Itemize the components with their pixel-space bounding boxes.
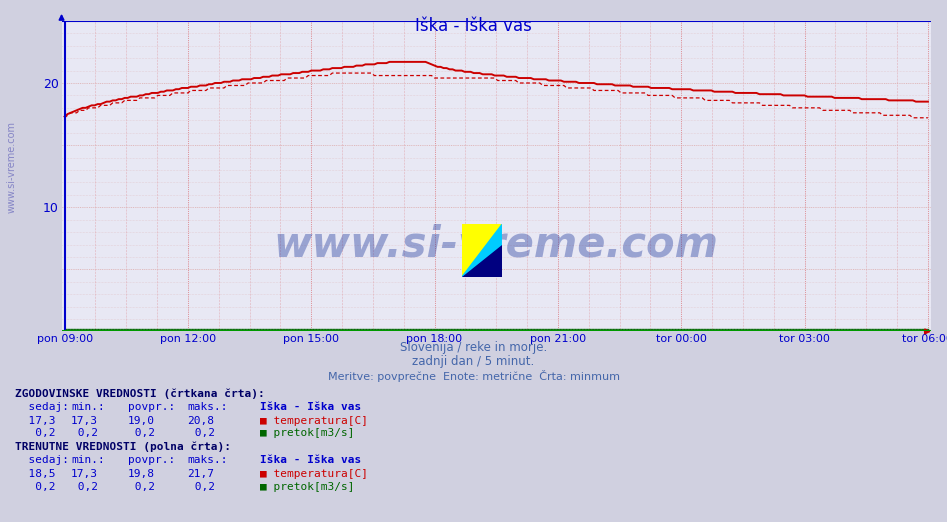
Text: ■ pretok[m3/s]: ■ pretok[m3/s]: [260, 482, 355, 492]
Text: 0,2: 0,2: [15, 428, 56, 438]
Text: Iška - Iška vas: Iška - Iška vas: [415, 17, 532, 34]
Text: zadnji dan / 5 minut.: zadnji dan / 5 minut.: [412, 355, 535, 369]
Text: 21,7: 21,7: [188, 469, 215, 479]
Text: 0,2: 0,2: [15, 482, 56, 492]
Text: 20,8: 20,8: [188, 416, 215, 426]
Text: TRENUTNE VREDNOSTI (polna črta):: TRENUTNE VREDNOSTI (polna črta):: [15, 442, 231, 452]
Polygon shape: [462, 245, 502, 277]
Text: maks.:: maks.:: [188, 402, 228, 412]
Text: 19,8: 19,8: [128, 469, 155, 479]
Text: min.:: min.:: [71, 402, 105, 412]
Polygon shape: [462, 224, 502, 277]
Text: www.si-vreme.com: www.si-vreme.com: [274, 223, 719, 266]
Text: 17,3: 17,3: [71, 469, 98, 479]
Text: sedaj:: sedaj:: [15, 455, 69, 465]
Text: maks.:: maks.:: [188, 455, 228, 465]
Text: Slovenija / reke in morje.: Slovenija / reke in morje.: [400, 341, 547, 354]
Text: 0,2: 0,2: [71, 482, 98, 492]
Text: Meritve: povprečne  Enote: metrične  Črta: minmum: Meritve: povprečne Enote: metrične Črta:…: [328, 370, 619, 382]
Text: 0,2: 0,2: [128, 482, 155, 492]
Text: 19,0: 19,0: [128, 416, 155, 426]
Text: www.si-vreme.com: www.si-vreme.com: [7, 121, 16, 213]
Text: ■ pretok[m3/s]: ■ pretok[m3/s]: [260, 428, 355, 438]
Text: Iška - Iška vas: Iška - Iška vas: [260, 402, 362, 412]
Polygon shape: [462, 224, 502, 277]
Text: povpr.:: povpr.:: [128, 402, 175, 412]
Text: 0,2: 0,2: [188, 482, 215, 492]
Text: Iška - Iška vas: Iška - Iška vas: [260, 455, 362, 465]
Text: 17,3: 17,3: [15, 416, 56, 426]
Text: 0,2: 0,2: [188, 428, 215, 438]
Text: sedaj:: sedaj:: [15, 402, 69, 412]
Text: povpr.:: povpr.:: [128, 455, 175, 465]
Text: ZGODOVINSKE VREDNOSTI (črtkana črta):: ZGODOVINSKE VREDNOSTI (črtkana črta):: [15, 388, 265, 399]
Text: 17,3: 17,3: [71, 416, 98, 426]
Text: 18,5: 18,5: [15, 469, 56, 479]
Text: min.:: min.:: [71, 455, 105, 465]
Text: ■ temperatura[C]: ■ temperatura[C]: [260, 416, 368, 426]
Text: 0,2: 0,2: [71, 428, 98, 438]
Text: ■ temperatura[C]: ■ temperatura[C]: [260, 469, 368, 479]
Text: 0,2: 0,2: [128, 428, 155, 438]
